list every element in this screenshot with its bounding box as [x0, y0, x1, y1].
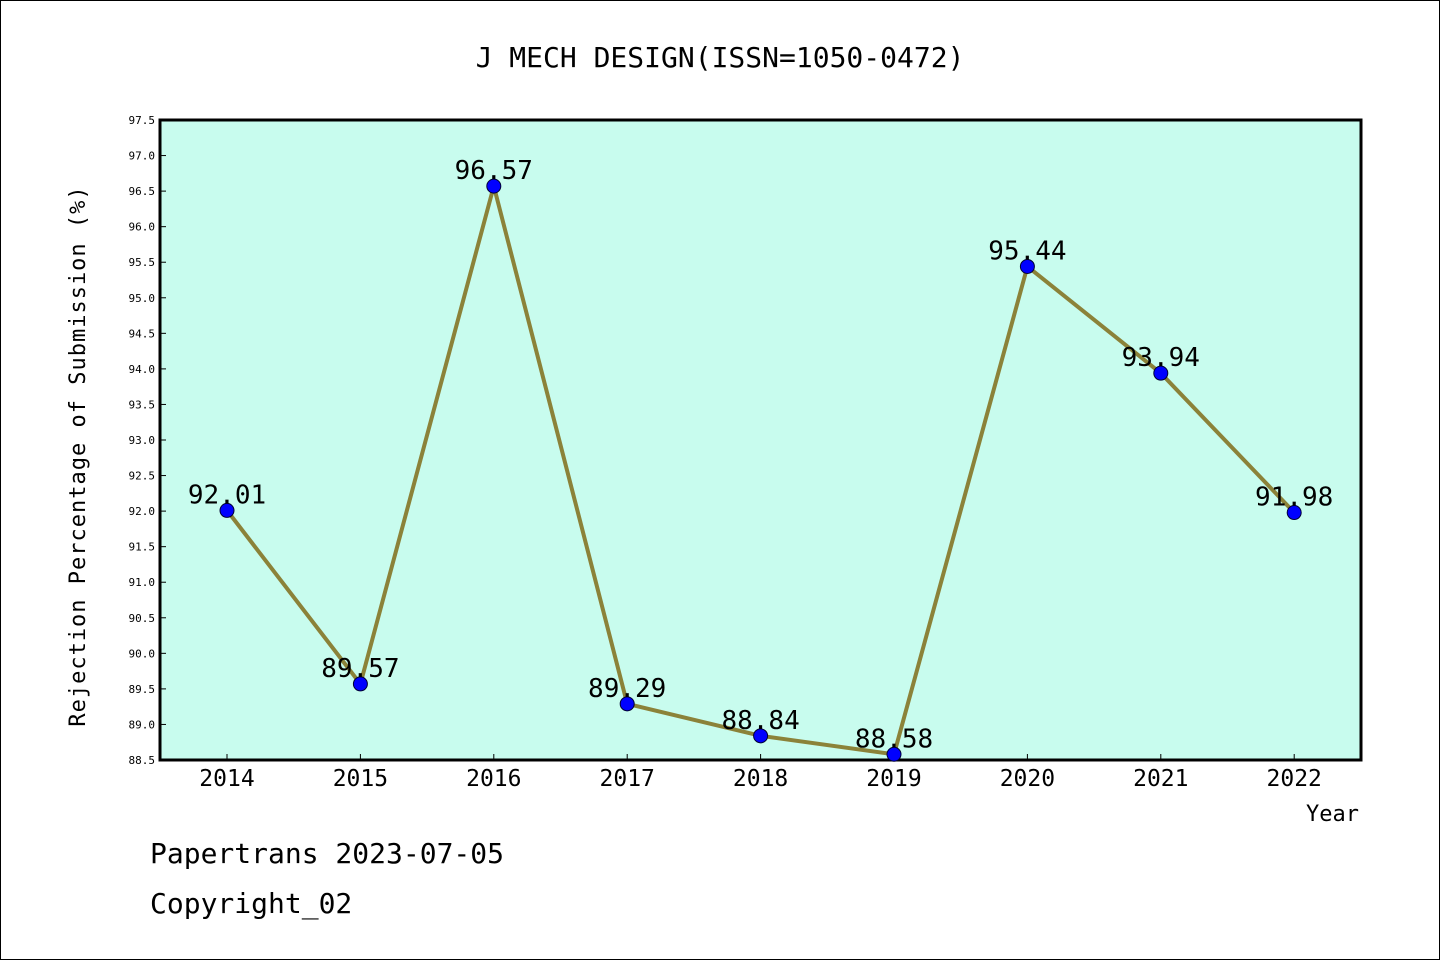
data-label: 91.98 [1255, 483, 1333, 513]
y-tick-label: 88.5 [129, 754, 156, 767]
y-tick-label: 93.5 [129, 398, 156, 411]
x-tick-label: 2021 [1133, 766, 1188, 792]
data-label: 88.84 [721, 706, 799, 736]
y-tick-label: 95.0 [129, 292, 156, 305]
data-point [1153, 365, 1169, 381]
y-tick-label: 91.0 [129, 576, 156, 589]
data-label: 89.29 [588, 674, 666, 704]
y-tick-label: 92.0 [129, 505, 156, 518]
y-tick-label: 94.5 [129, 327, 156, 340]
y-tick-label: 90.0 [129, 647, 156, 660]
data-label: 92.01 [188, 480, 266, 510]
footer-copyright: Copyright_02 [150, 887, 352, 921]
data-point [1286, 505, 1302, 521]
data-point [486, 178, 502, 194]
x-tick-label: 2020 [1000, 766, 1055, 792]
data-label: 96.57 [455, 156, 533, 186]
chart-title: J MECH DESIGN(ISSN=1050-0472) [476, 41, 965, 74]
x-tick-label: 2016 [466, 766, 521, 792]
plot-area [158, 118, 1363, 762]
data-label: 89.57 [321, 654, 399, 684]
data-label: 95.44 [988, 236, 1066, 266]
data-markers [219, 178, 1302, 762]
y-tick-label: 95.5 [129, 256, 156, 269]
y-tick-label: 97.0 [129, 150, 156, 163]
footer-date: Papertrans 2023-07-05 [150, 837, 504, 870]
y-tick-label: 94.0 [129, 363, 156, 376]
x-tick-label: 2022 [1267, 766, 1322, 792]
data-point [352, 676, 368, 692]
data-point [619, 696, 635, 712]
x-axis-label: Year [1306, 802, 1359, 827]
x-tick-label: 2017 [600, 766, 655, 792]
y-tick-label: 97.5 [129, 114, 156, 127]
x-tick-label: 2015 [333, 766, 388, 792]
y-tick-label: 96.0 [129, 221, 156, 234]
y-tick-label: 92.5 [129, 470, 156, 483]
data-label: 93.94 [1122, 343, 1200, 373]
data-point [753, 728, 769, 744]
y-axis-label: Rejection Percentage of Submission (%) [66, 185, 91, 726]
data-point [219, 502, 235, 518]
data-label: 88.58 [855, 724, 933, 754]
y-tick-label: 93.0 [129, 434, 156, 447]
x-tick-label: 2018 [733, 766, 788, 792]
y-tick-label: 91.5 [129, 541, 156, 554]
y-tick-label: 89.0 [129, 718, 156, 731]
x-axis: 2014 2015 2016 2017 2018 2019 2020 2021 2022 [199, 754, 1322, 792]
data-labels: 92.01 89.57 96.57 89.29 88.84 88.58 95.44 93.94… [188, 156, 1333, 754]
y-tick-label: 96.5 [129, 185, 156, 198]
y-tick-label: 89.5 [129, 683, 156, 696]
x-tick-label: 2014 [199, 766, 254, 792]
y-axis: 88.5 89.0 89.5 90.0 90.5 91.0 91.5 92.0 92.5 93.0… [129, 114, 166, 767]
data-point [1019, 258, 1035, 274]
x-tick-label: 2019 [866, 766, 921, 792]
y-tick-label: 90.5 [129, 612, 156, 625]
data-point [886, 746, 902, 762]
